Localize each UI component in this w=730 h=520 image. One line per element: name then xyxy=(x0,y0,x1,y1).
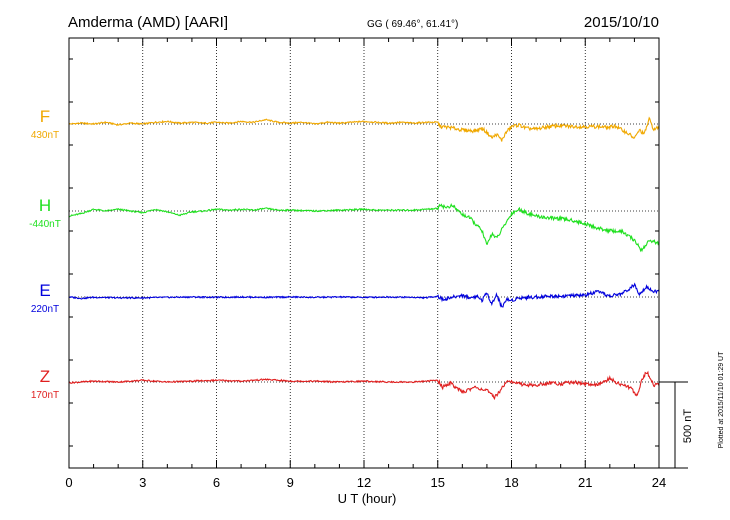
series-offset-f: 430nT xyxy=(31,130,59,141)
series-name-e: E xyxy=(39,281,50,300)
grid xyxy=(69,38,659,468)
plotted-timestamp: Plotted at 2015/11/10 01:29 UT xyxy=(718,351,725,448)
scale-bar: 500 nT xyxy=(659,381,694,469)
scale-bar-label: 500 nT xyxy=(682,409,694,444)
series-labels: F 430nT H -440nT E 220nT Z 170nT xyxy=(29,107,61,401)
series-line-z xyxy=(68,370,660,401)
series-name-h: H xyxy=(39,196,51,215)
chart-date: 2015/10/10 xyxy=(584,14,659,31)
series-name-f: F xyxy=(40,107,50,126)
series-name-z: Z xyxy=(40,367,50,386)
x-ticks: 0 3 6 9 12 15 18 21 24 xyxy=(65,38,666,490)
x-tick-label: 9 xyxy=(287,475,294,490)
chart-title: Amderma (AMD) [AARI] xyxy=(68,14,228,31)
series-offset-h: -440nT xyxy=(29,219,61,230)
series-line-e xyxy=(68,282,660,308)
x-tick-label: 15 xyxy=(431,475,445,490)
series-line-h xyxy=(68,203,660,253)
series-line-f xyxy=(68,116,660,142)
series-offset-z: 170nT xyxy=(31,390,59,401)
x-tick-label: 21 xyxy=(578,475,592,490)
x-tick-label: 0 xyxy=(65,475,72,490)
x-tick-label: 24 xyxy=(652,475,666,490)
x-tick-label: 3 xyxy=(139,475,146,490)
plot-frame xyxy=(68,37,660,469)
station-coordinates: GG ( 69.46°, 61.41°) xyxy=(367,19,458,30)
x-tick-label: 12 xyxy=(357,475,371,490)
x-tick-label: 18 xyxy=(504,475,518,490)
series-lines xyxy=(68,116,660,401)
x-axis-label: U T (hour) xyxy=(338,491,397,506)
series-offset-e: 220nT xyxy=(31,304,59,315)
x-tick-label: 6 xyxy=(213,475,220,490)
